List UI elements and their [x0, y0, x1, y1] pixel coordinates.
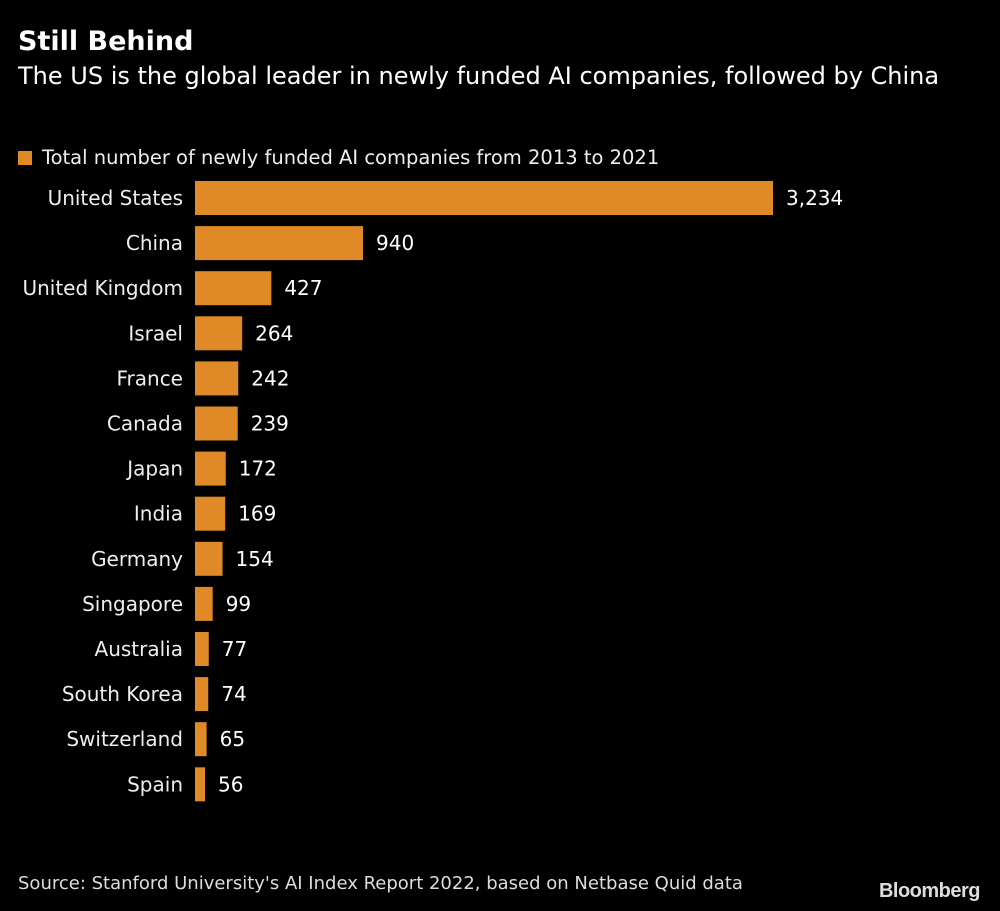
bar-japan: [195, 451, 226, 486]
value-label: 74: [221, 682, 246, 706]
chart-subtitle: The US is the global leader in newly fun…: [18, 62, 940, 90]
legend: Total number of newly funded AI companie…: [18, 146, 659, 169]
bar-china: [195, 226, 364, 261]
value-label: 427: [284, 276, 322, 300]
bar-spain: [195, 767, 206, 802]
value-label: 99: [226, 592, 251, 616]
value-label: 77: [222, 637, 247, 661]
chart-title: Still Behind: [18, 26, 194, 57]
bar-australia: [195, 632, 209, 666]
category-label: Spain: [127, 772, 183, 796]
value-label: 154: [236, 547, 274, 571]
category-label: Singapore: [82, 592, 183, 616]
category-label: Germany: [91, 547, 183, 571]
category-label: Switzerland: [66, 727, 183, 751]
legend-swatch: [18, 150, 32, 165]
category-label: Australia: [95, 637, 183, 661]
bar-south-korea: [195, 677, 209, 712]
category-label: Japan: [125, 457, 183, 481]
value-label: 65: [220, 727, 245, 751]
category-label: Israel: [128, 321, 183, 345]
source-note: Source: Stanford University's AI Index R…: [18, 873, 743, 894]
bar-singapore: [195, 586, 213, 621]
value-label: 3,234: [786, 186, 843, 210]
bar-united-kingdom: [195, 271, 272, 306]
bar-switzerland: [195, 722, 207, 757]
value-label: 239: [251, 412, 289, 436]
category-label: United States: [48, 186, 183, 210]
bar-united-states: [195, 181, 773, 215]
value-label: 56: [218, 772, 243, 796]
value-label: 940: [376, 231, 414, 255]
bar-india: [195, 496, 226, 531]
value-label: 169: [238, 502, 276, 526]
bar-france: [195, 361, 239, 396]
bar-israel: [195, 316, 243, 351]
category-label: South Korea: [62, 682, 183, 706]
category-label: India: [134, 502, 183, 526]
bar-germany: [195, 541, 223, 576]
category-label: Canada: [107, 412, 183, 436]
category-label: France: [116, 366, 183, 390]
value-label: 264: [255, 321, 293, 345]
bar-canada: [195, 406, 238, 441]
value-label: 172: [239, 457, 277, 481]
category-label: United Kingdom: [22, 276, 183, 300]
category-label: China: [126, 231, 183, 255]
legend-label: Total number of newly funded AI companie…: [42, 146, 660, 169]
value-label: 242: [251, 366, 289, 390]
bloomberg-logo: Bloomberg: [878, 880, 981, 902]
